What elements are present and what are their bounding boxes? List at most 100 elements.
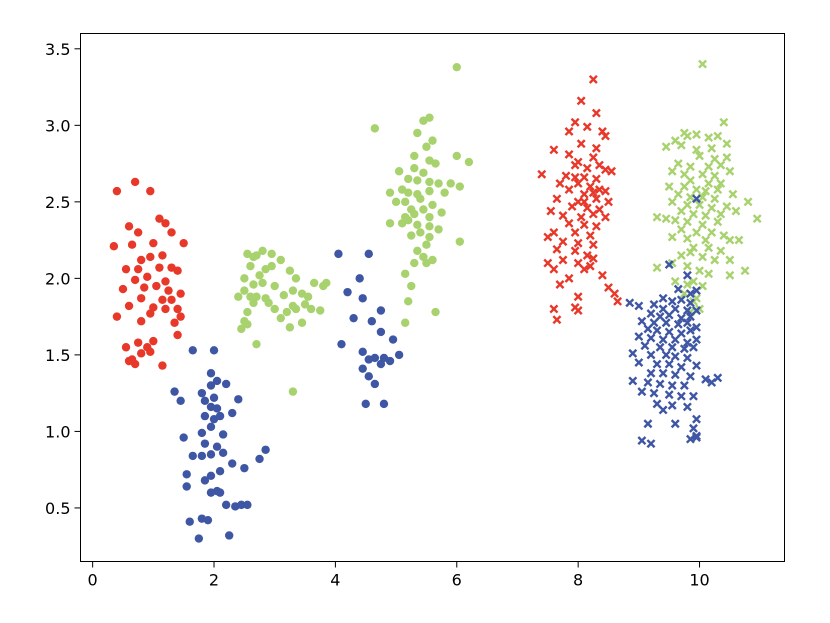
circle-marker-point — [422, 258, 431, 268]
x-marker-point — [658, 335, 668, 345]
circle-marker-point — [209, 346, 219, 355]
x-marker-point — [561, 171, 571, 181]
circle-marker-point — [255, 271, 264, 280]
x-marker-point — [591, 143, 601, 153]
circle-marker-point — [410, 151, 419, 161]
x-marker-point — [582, 250, 592, 260]
circle-marker-point — [370, 379, 380, 389]
circle-marker-point — [173, 304, 182, 314]
circle-marker-point — [212, 404, 222, 413]
circle-marker-point — [203, 515, 213, 525]
x-marker-point — [564, 126, 574, 136]
circle-marker-point — [400, 269, 410, 278]
x-marker-point — [692, 335, 701, 345]
circle-marker-point — [158, 361, 167, 370]
x-marker-point — [643, 377, 653, 387]
series-1 — [170, 346, 270, 543]
x-marker-point — [658, 304, 668, 314]
circle-marker-point — [267, 249, 276, 259]
circle-marker-point — [270, 281, 279, 291]
x-marker-point — [692, 414, 701, 424]
circle-marker-point — [143, 272, 152, 282]
x-marker-point — [670, 351, 680, 361]
x-marker-point — [701, 186, 711, 196]
x-marker-point — [591, 221, 601, 231]
x-marker-point — [649, 388, 659, 398]
circle-marker-point — [358, 347, 367, 357]
x-marker-point — [679, 344, 689, 354]
circle-marker-point — [176, 396, 185, 406]
x-marker-point — [549, 145, 559, 155]
x-marker-point — [588, 74, 598, 84]
x-tick-label: 10 — [689, 571, 709, 590]
x-marker-point — [658, 405, 668, 415]
circle-marker-point — [376, 359, 386, 369]
x-marker-point — [667, 166, 677, 176]
circle-marker-point — [309, 278, 319, 288]
circle-marker-point — [391, 197, 401, 207]
circle-marker-point — [400, 197, 410, 207]
x-marker-point — [725, 235, 735, 245]
x-marker-point — [679, 381, 689, 390]
points-layer — [109, 59, 762, 543]
circle-marker-point — [243, 500, 252, 510]
circle-marker-point — [410, 258, 419, 268]
x-marker-point — [576, 212, 586, 222]
x-marker-point — [664, 260, 674, 270]
circle-marker-point — [446, 179, 455, 188]
x-marker-point — [601, 186, 610, 196]
x-marker-point — [667, 197, 677, 207]
x-marker-point — [667, 232, 677, 242]
circle-marker-point — [130, 177, 140, 187]
x-marker-point — [682, 270, 692, 280]
circle-marker-point — [334, 249, 343, 259]
x-marker-point — [692, 145, 701, 155]
x-axis: 0 2 4 6 8 10 — [88, 561, 710, 590]
circle-marker-point — [136, 317, 146, 326]
x-marker-point — [685, 162, 695, 172]
x-marker-point — [682, 353, 692, 363]
circle-marker-point — [246, 261, 255, 271]
circle-marker-point — [136, 255, 146, 265]
x-marker-point — [667, 296, 677, 306]
circle-marker-point — [240, 463, 249, 473]
circle-marker-point — [358, 364, 367, 373]
circle-marker-point — [404, 297, 413, 306]
x-marker-point — [698, 252, 708, 262]
x-marker-point — [713, 131, 723, 141]
circle-marker-point — [167, 228, 176, 237]
circle-marker-point — [410, 209, 419, 219]
x-marker-point — [716, 246, 726, 256]
x-marker-point — [682, 306, 692, 315]
circle-marker-point — [276, 313, 285, 323]
x-marker-point — [704, 162, 714, 172]
x-marker-point — [549, 264, 559, 274]
circle-marker-point — [158, 251, 167, 260]
x-marker-point — [634, 301, 644, 311]
circle-marker-point — [161, 277, 170, 286]
circle-marker-point — [200, 411, 210, 421]
circle-marker-point — [200, 396, 210, 406]
circle-marker-point — [258, 246, 267, 256]
x-marker-point — [652, 399, 662, 409]
circle-marker-point — [218, 430, 228, 439]
circle-marker-point — [161, 219, 170, 228]
x-marker-point — [646, 439, 656, 449]
circle-marker-point — [358, 294, 367, 303]
circle-marker-point — [200, 476, 210, 485]
circle-marker-point — [291, 274, 301, 283]
x-marker-point — [670, 304, 680, 314]
x-marker-point — [570, 172, 580, 182]
circle-marker-point — [206, 381, 216, 390]
circle-marker-point — [288, 387, 298, 396]
x-marker-point — [591, 108, 601, 118]
x-marker-point — [588, 254, 598, 263]
x-marker-point — [707, 203, 717, 213]
circle-marker-point — [215, 488, 225, 497]
circle-marker-point — [155, 214, 164, 223]
circle-marker-point — [127, 355, 137, 364]
x-marker-point — [695, 200, 704, 210]
x-marker-point — [634, 332, 644, 341]
